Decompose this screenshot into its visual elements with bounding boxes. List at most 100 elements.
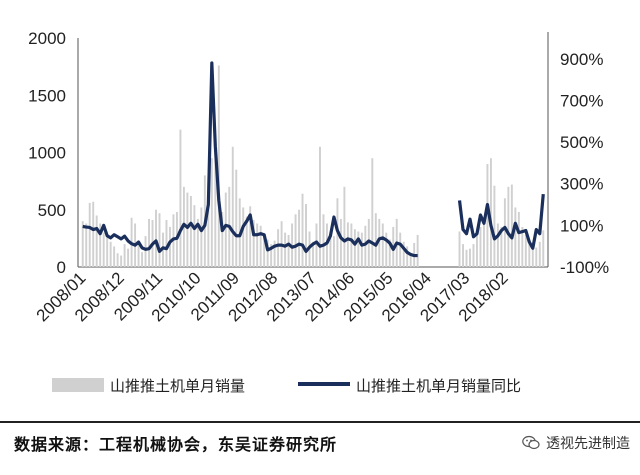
bar (155, 209, 157, 267)
y-right-tick-label: 300% (560, 175, 603, 194)
bar-series (81, 65, 545, 267)
bar (353, 229, 356, 267)
line-segment-2 (457, 193, 545, 250)
bar (479, 226, 482, 267)
bar (465, 249, 468, 267)
bar (189, 196, 192, 267)
bar (305, 204, 307, 267)
bar (489, 158, 492, 267)
bar (521, 226, 524, 267)
bar (388, 239, 391, 267)
bar (259, 225, 262, 267)
bar (273, 240, 276, 267)
chart: 0 500 1000 1500 2000 -100% 100% 300% 500% 700% 900… (28, 29, 609, 395)
bar (137, 244, 140, 267)
bar (339, 218, 342, 267)
bar (81, 221, 84, 267)
bar (416, 234, 419, 267)
bar (294, 214, 297, 267)
legend: 山推推土机单月销量 山推推土机单月销量同比 (52, 377, 521, 395)
bar (503, 198, 506, 267)
bar (458, 231, 461, 267)
legend-bar-swatch (52, 378, 104, 392)
bar (472, 244, 475, 267)
bar (186, 192, 189, 267)
bar (507, 186, 510, 267)
bar (319, 146, 321, 267)
bar (123, 244, 126, 267)
bar (144, 236, 147, 267)
line-series (82, 61, 545, 258)
bar (381, 223, 384, 267)
bar (148, 218, 150, 267)
bar (298, 209, 301, 267)
bar (364, 225, 367, 267)
line-segment-1 (82, 61, 418, 258)
bar (301, 193, 304, 267)
bar (402, 241, 405, 267)
bar (88, 202, 91, 267)
bar (312, 241, 314, 267)
bar (266, 239, 269, 267)
bar (85, 223, 88, 267)
wechat-icon (522, 435, 540, 450)
bar (242, 207, 245, 267)
bar (462, 244, 464, 267)
bar (277, 229, 280, 267)
y-left-tick-label: 1000 (28, 144, 66, 163)
bar (385, 232, 388, 267)
bar (102, 232, 105, 267)
bar (371, 158, 374, 267)
bar (169, 226, 171, 267)
bar (231, 146, 234, 267)
bar (214, 152, 217, 267)
bar (193, 205, 196, 267)
bar (496, 223, 499, 267)
bar (482, 218, 485, 267)
brand: 透视先进制造 (522, 433, 630, 453)
y-left-tick-label: 500 (38, 201, 66, 220)
bar (493, 185, 496, 267)
bar (346, 222, 349, 267)
bar (531, 246, 534, 267)
bar (329, 237, 332, 267)
bar (476, 234, 478, 267)
bar (343, 186, 346, 267)
bar (315, 223, 318, 267)
bar (350, 223, 353, 267)
bar (528, 244, 531, 267)
y-left-tick-label: 1500 (28, 86, 66, 105)
bar (263, 236, 266, 267)
bar (207, 198, 210, 267)
bar (249, 206, 252, 267)
bar (224, 192, 227, 267)
bar (535, 247, 538, 267)
bar (217, 65, 220, 267)
y-right-tick-label: 500% (560, 133, 603, 152)
bar (542, 230, 545, 267)
bar (106, 234, 109, 267)
footer: 数据来源：工程机械协会，东吴证券研究所 透视先进制造 (0, 421, 640, 475)
bar (200, 207, 203, 267)
bar (99, 223, 102, 267)
bar (113, 246, 116, 267)
bar (517, 212, 520, 267)
bar (252, 220, 255, 267)
bar (92, 201, 95, 267)
bar (235, 169, 238, 267)
bar (196, 218, 199, 267)
bar (210, 158, 213, 267)
legend-line-label: 山推推土机单月销量同比 (356, 377, 521, 395)
legend-bar-label: 山推推土机单月销量 (110, 377, 245, 395)
bar (322, 214, 325, 267)
bar (270, 244, 273, 267)
bar (141, 252, 144, 267)
bar (409, 253, 412, 267)
bar (406, 246, 409, 267)
bar (179, 129, 182, 267)
y-left-tick-label: 2000 (28, 29, 66, 48)
y-right-tick-label: 700% (560, 91, 603, 110)
bar (469, 248, 471, 267)
bar (284, 232, 287, 267)
y-right-tick-label: 900% (560, 50, 603, 69)
